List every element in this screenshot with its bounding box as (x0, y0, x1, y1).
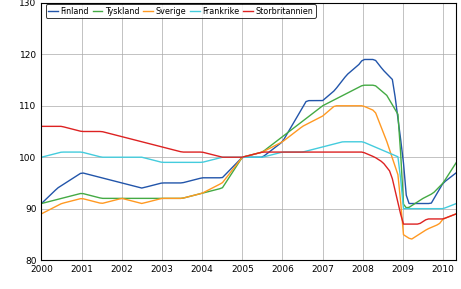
Tyskland (325, 101, 331, 105)
Finland (39, 202, 44, 205)
Storbritannien (203, 151, 208, 155)
Line: Storbritannien: Storbritannien (41, 126, 456, 224)
Tyskland (272, 140, 278, 144)
Finland (384, 72, 390, 75)
Sverige (409, 237, 414, 241)
Line: Finland: Finland (41, 60, 456, 203)
Storbritannien (381, 162, 387, 166)
Frankrike (39, 155, 44, 159)
Storbritannien (401, 222, 406, 226)
Frankrike (203, 160, 208, 163)
Finland (272, 145, 278, 149)
Sverige (334, 104, 339, 108)
Frankrike (256, 155, 261, 159)
Frankrike (342, 140, 348, 144)
Tyskland (256, 151, 261, 155)
Sverige (454, 212, 459, 216)
Sverige (272, 144, 278, 147)
Legend: Finland, Tyskland, Sverige, Frankrike, Storbritannien: Finland, Tyskland, Sverige, Frankrike, S… (46, 4, 315, 18)
Storbritannien (272, 150, 278, 154)
Storbritannien (325, 150, 331, 154)
Tyskland (454, 161, 459, 164)
Storbritannien (39, 125, 44, 128)
Finland (256, 155, 261, 159)
Line: Frankrike: Frankrike (41, 142, 456, 209)
Finland (325, 94, 331, 97)
Sverige (39, 212, 44, 216)
Frankrike (272, 152, 278, 155)
Tyskland (39, 202, 44, 205)
Frankrike (325, 144, 331, 147)
Frankrike (175, 161, 181, 164)
Storbritannien (175, 149, 181, 153)
Storbritannien (454, 212, 459, 216)
Frankrike (401, 207, 406, 210)
Finland (203, 176, 208, 179)
Tyskland (175, 197, 181, 200)
Storbritannien (256, 151, 261, 155)
Line: Tyskland: Tyskland (41, 85, 456, 208)
Sverige (325, 110, 331, 113)
Frankrike (384, 150, 390, 154)
Frankrike (454, 202, 459, 205)
Tyskland (403, 206, 409, 210)
Tyskland (384, 94, 390, 97)
Sverige (203, 190, 208, 193)
Finland (175, 181, 181, 185)
Finland (454, 171, 459, 174)
Finland (362, 58, 367, 61)
Line: Sverige: Sverige (41, 106, 456, 239)
Sverige (256, 151, 261, 155)
Tyskland (362, 84, 367, 87)
Sverige (384, 140, 390, 143)
Tyskland (203, 190, 208, 194)
Sverige (175, 197, 181, 200)
